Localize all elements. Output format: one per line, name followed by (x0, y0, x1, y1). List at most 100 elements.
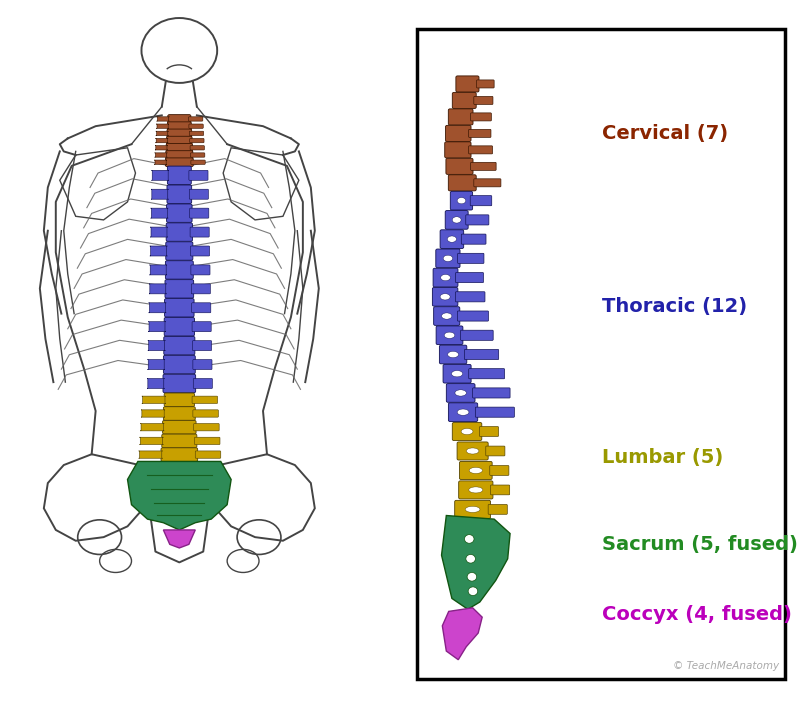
FancyBboxPatch shape (190, 160, 205, 164)
FancyBboxPatch shape (473, 97, 493, 105)
Ellipse shape (440, 293, 450, 300)
FancyBboxPatch shape (155, 160, 167, 164)
FancyBboxPatch shape (167, 204, 192, 222)
FancyBboxPatch shape (167, 136, 192, 145)
FancyBboxPatch shape (190, 227, 209, 237)
Ellipse shape (451, 371, 463, 377)
FancyBboxPatch shape (166, 261, 193, 279)
FancyBboxPatch shape (155, 153, 167, 157)
FancyBboxPatch shape (164, 393, 194, 407)
FancyBboxPatch shape (164, 298, 194, 317)
FancyBboxPatch shape (475, 407, 514, 417)
FancyBboxPatch shape (457, 311, 489, 321)
FancyBboxPatch shape (147, 379, 164, 389)
FancyBboxPatch shape (155, 138, 168, 143)
FancyBboxPatch shape (149, 303, 167, 313)
FancyBboxPatch shape (164, 337, 195, 355)
FancyBboxPatch shape (488, 505, 507, 514)
Ellipse shape (467, 572, 477, 581)
Polygon shape (163, 530, 195, 548)
Ellipse shape (461, 428, 473, 435)
FancyBboxPatch shape (440, 230, 464, 249)
FancyBboxPatch shape (166, 158, 193, 167)
FancyBboxPatch shape (443, 364, 471, 383)
FancyBboxPatch shape (469, 368, 505, 379)
FancyBboxPatch shape (436, 326, 463, 345)
FancyBboxPatch shape (193, 379, 212, 389)
FancyBboxPatch shape (192, 396, 218, 404)
FancyBboxPatch shape (457, 253, 484, 263)
FancyBboxPatch shape (446, 384, 475, 402)
FancyBboxPatch shape (163, 355, 195, 373)
FancyBboxPatch shape (193, 410, 218, 417)
FancyBboxPatch shape (445, 142, 471, 158)
FancyBboxPatch shape (151, 208, 168, 218)
FancyBboxPatch shape (446, 125, 471, 141)
FancyBboxPatch shape (190, 131, 204, 136)
FancyBboxPatch shape (190, 246, 210, 256)
FancyBboxPatch shape (461, 330, 493, 340)
FancyBboxPatch shape (192, 322, 211, 332)
FancyBboxPatch shape (490, 485, 510, 495)
FancyBboxPatch shape (156, 117, 169, 121)
Text: Coccyx (4, fused): Coccyx (4, fused) (602, 605, 791, 624)
FancyBboxPatch shape (141, 410, 165, 417)
FancyBboxPatch shape (461, 234, 486, 244)
FancyBboxPatch shape (150, 246, 167, 256)
FancyBboxPatch shape (448, 109, 473, 125)
Polygon shape (442, 516, 510, 609)
FancyBboxPatch shape (446, 211, 468, 229)
FancyBboxPatch shape (167, 129, 191, 138)
FancyBboxPatch shape (470, 113, 491, 121)
FancyBboxPatch shape (155, 131, 168, 136)
FancyBboxPatch shape (459, 461, 493, 479)
FancyBboxPatch shape (485, 446, 505, 456)
FancyBboxPatch shape (433, 268, 458, 287)
FancyBboxPatch shape (456, 273, 484, 283)
FancyBboxPatch shape (151, 170, 169, 180)
FancyBboxPatch shape (161, 448, 198, 461)
FancyBboxPatch shape (163, 374, 195, 393)
FancyBboxPatch shape (195, 451, 221, 459)
Text: Cervical (7): Cervical (7) (602, 124, 728, 143)
FancyBboxPatch shape (156, 124, 169, 128)
FancyBboxPatch shape (189, 170, 208, 180)
FancyBboxPatch shape (193, 360, 212, 370)
Ellipse shape (466, 554, 476, 563)
FancyBboxPatch shape (139, 451, 163, 459)
FancyBboxPatch shape (191, 303, 210, 313)
FancyBboxPatch shape (167, 223, 193, 242)
Ellipse shape (469, 487, 483, 493)
Ellipse shape (452, 217, 461, 223)
FancyBboxPatch shape (139, 437, 163, 445)
FancyBboxPatch shape (163, 420, 196, 434)
Polygon shape (128, 461, 231, 530)
FancyBboxPatch shape (194, 437, 220, 445)
FancyBboxPatch shape (162, 434, 197, 448)
Ellipse shape (457, 198, 465, 204)
FancyBboxPatch shape (489, 466, 508, 475)
FancyBboxPatch shape (166, 143, 192, 152)
Polygon shape (442, 608, 482, 660)
FancyBboxPatch shape (190, 146, 204, 150)
FancyBboxPatch shape (453, 423, 481, 441)
FancyBboxPatch shape (432, 288, 457, 306)
FancyBboxPatch shape (448, 174, 477, 191)
FancyBboxPatch shape (167, 122, 191, 131)
FancyBboxPatch shape (140, 423, 164, 431)
FancyBboxPatch shape (450, 191, 473, 210)
Ellipse shape (444, 332, 455, 338)
FancyBboxPatch shape (449, 403, 477, 422)
FancyBboxPatch shape (150, 265, 167, 275)
FancyBboxPatch shape (469, 146, 493, 154)
FancyBboxPatch shape (190, 208, 209, 218)
FancyBboxPatch shape (190, 153, 205, 157)
Ellipse shape (465, 506, 480, 513)
FancyBboxPatch shape (151, 227, 167, 237)
FancyBboxPatch shape (456, 76, 479, 92)
FancyBboxPatch shape (439, 345, 467, 364)
FancyBboxPatch shape (151, 189, 168, 199)
Text: Sacrum (5, fused): Sacrum (5, fused) (602, 535, 797, 554)
FancyBboxPatch shape (192, 340, 211, 350)
FancyBboxPatch shape (457, 442, 488, 460)
